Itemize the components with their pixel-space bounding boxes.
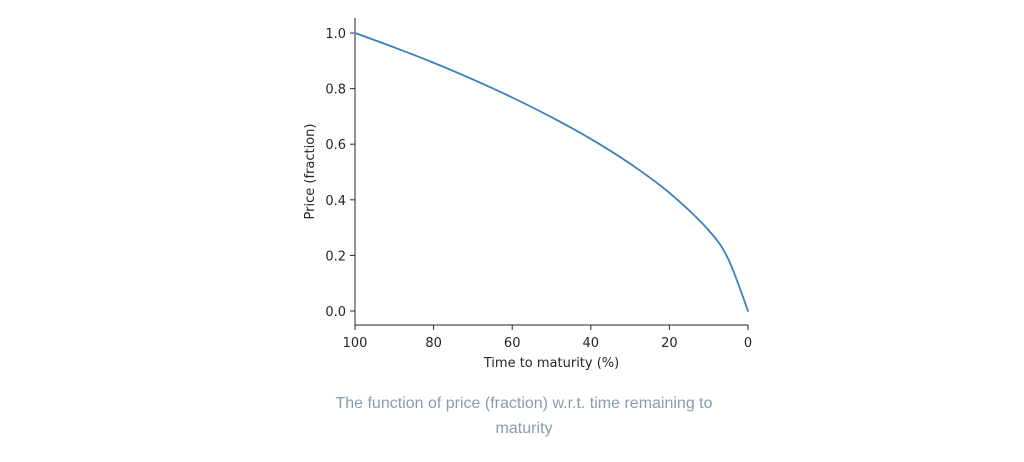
x-tick-label: 80	[425, 336, 442, 351]
series-line	[354, 32, 749, 312]
price-chart: 0.0 0.2 0.4 0.6 0.8 1.0 100 80 60 40 20 0 Time to …	[303, 18, 752, 371]
y-tick-label: 0.2	[325, 249, 346, 264]
x-axis-label: Time to maturity (%)	[483, 356, 619, 371]
y-tick-label: 0.4	[325, 194, 346, 209]
y-axis-label: Price (fraction)	[303, 124, 318, 220]
y-tick-label: 0.8	[325, 83, 346, 98]
x-tick-label: 60	[504, 336, 521, 351]
x-axis-ticks: 100 80 60 40 20 0	[343, 325, 752, 351]
y-tick-label: 1.0	[325, 27, 346, 42]
y-axis-ticks: 0.0 0.2 0.4 0.6 0.8 1.0	[325, 27, 355, 320]
x-tick-label: 20	[661, 336, 678, 351]
x-tick-label: 40	[583, 336, 600, 351]
chart-caption: The function of price (fraction) w.r.t. …	[335, 395, 713, 437]
y-tick-label: 0.0	[325, 305, 346, 320]
x-tick-label: 100	[343, 336, 368, 351]
x-tick-label: 0	[744, 336, 752, 351]
y-tick-label: 0.6	[325, 138, 346, 153]
